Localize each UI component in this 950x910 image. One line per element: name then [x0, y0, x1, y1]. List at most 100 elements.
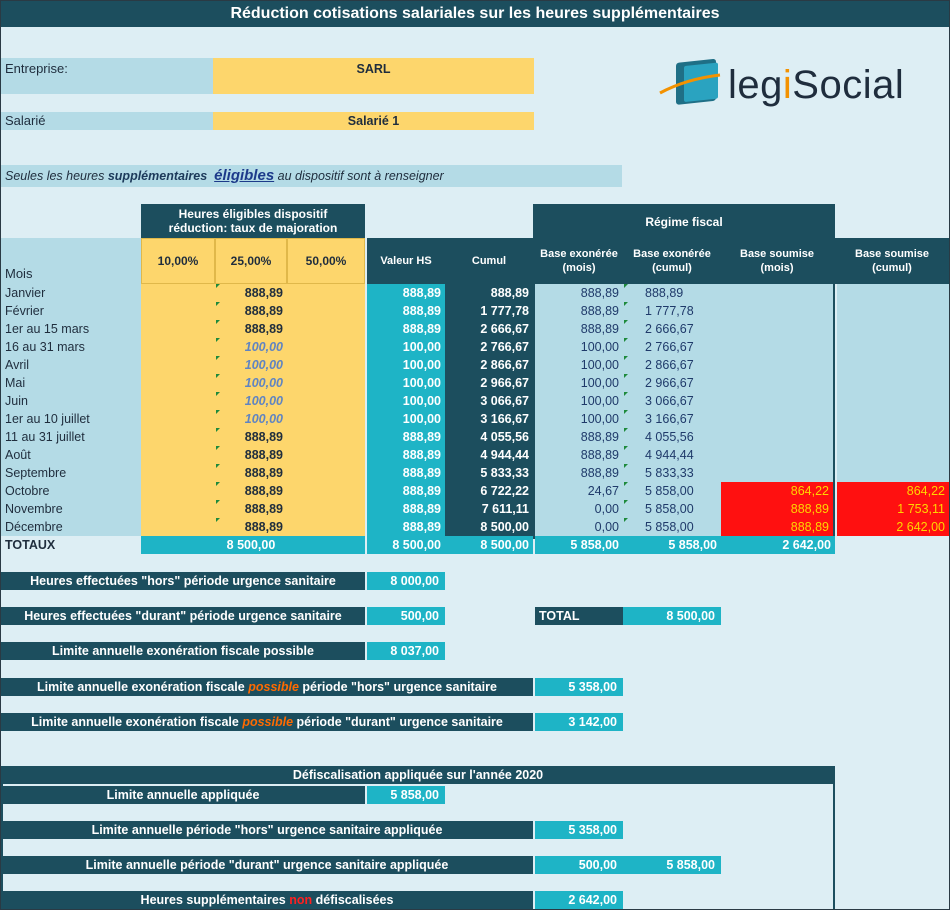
eligibles-header: Heures éligibles dispositif réduction: t… — [141, 204, 365, 238]
note-banner: Seules les heures supplémentaires éligib… — [1, 165, 622, 187]
regime-fiscal-header: Régime fiscal — [534, 205, 834, 238]
defisc-hors-value: 5 358,00 — [535, 821, 623, 839]
note-text-1: Seules les heures — [5, 169, 108, 183]
entreprise-label: Entreprise: — [1, 58, 213, 94]
totaux-heures: 8 500,00 — [141, 536, 365, 554]
eligibles-header-line1: Heures éligibles dispositif — [178, 207, 328, 221]
defisc-appliquee-value: 5 858,00 — [367, 786, 445, 804]
defisc-durant-value: 500,00 — [535, 856, 623, 874]
base-exo-cumul-cell: 2 766,67 — [623, 338, 721, 356]
cumul-cell: 4 055,56 — [445, 428, 533, 446]
exo-column-bg — [535, 284, 721, 536]
entreprise-value[interactable]: SARL — [213, 58, 534, 94]
valeur-hs-cell: 888,89 — [402, 466, 441, 480]
cumul-cell: 2 666,67 — [445, 320, 533, 338]
base-exo-cumul-cell: 2 666,67 — [623, 320, 721, 338]
mois-cell: Juin — [5, 394, 28, 408]
mois-cell: Août — [5, 448, 31, 462]
cumul-cell: 4 944,44 — [445, 446, 533, 464]
eligibles-header-line2: réduction: taux de majoration — [168, 221, 338, 235]
heures-25-cell[interactable]: 100,00 — [215, 338, 287, 356]
stat-limite-value: 8 037,00 — [367, 642, 445, 660]
cumul-cell: 7 611,11 — [445, 500, 533, 518]
cumul-cell: 3 166,67 — [445, 410, 533, 428]
base-exo-cumul-cell: 5 833,33 — [623, 464, 721, 482]
base-exo-mois-cell: 888,89 — [580, 286, 619, 300]
stat-limite-hors-part1: Limite annuelle exonération fiscale — [37, 680, 249, 694]
stat-limite-durant-part2: période "durant" urgence sanitaire — [293, 715, 503, 729]
base-exo-cumul-cell: 2 966,67 — [623, 374, 721, 392]
defisc-title: Défiscalisation appliquée sur l'année 20… — [1, 766, 835, 784]
logo-text: legiSocial — [728, 63, 904, 108]
heures-25-cell[interactable]: 888,89 — [215, 464, 287, 482]
base-exo-cumul-cell: 888,89 — [623, 284, 721, 302]
cumul-header: Cumul — [445, 238, 533, 284]
cumul-cell: 1 777,78 — [445, 302, 533, 320]
base-soum-mois-header-2: (mois) — [760, 262, 794, 274]
mois-cell: Avril — [5, 358, 30, 372]
heures-25-cell[interactable]: 888,89 — [215, 284, 287, 302]
cumul-cell: 5 833,33 — [445, 464, 533, 482]
heures-25-cell[interactable]: 888,89 — [215, 302, 287, 320]
heures-25-cell[interactable]: 888,89 — [215, 446, 287, 464]
mois-cell: 16 au 31 mars — [5, 340, 85, 354]
stat-limite-hors-value: 5 358,00 — [535, 678, 623, 696]
valeur-hs-cell: 100,00 — [402, 376, 441, 390]
base-exo-mois-cell: 888,89 — [580, 322, 619, 336]
mois-cell: Décembre — [5, 520, 63, 534]
stat-durant-label: Heures effectuées "durant" période urgen… — [1, 607, 365, 625]
defisc-appliquee-label: Limite annuelle appliquée — [1, 786, 365, 804]
defisc-non-part2: défiscalisées — [312, 893, 394, 907]
defisc-durant-label: Limite annuelle période "durant" urgence… — [1, 856, 533, 874]
note-text-4: au dispositif sont à renseigner — [274, 169, 444, 183]
data-table: Janvier 888,89 888,89 888,89 888,89 888,89 Fév… — [1, 284, 949, 536]
totaux-exo-mois: 5 858,00 — [535, 536, 623, 554]
base-exo-mois-cell: 0,00 — [594, 502, 619, 516]
totaux-label: TOTAUX — [1, 536, 141, 554]
heures-25-cell[interactable]: 888,89 — [215, 482, 287, 500]
salarie-value[interactable]: Salarié 1 — [213, 112, 534, 130]
valeur-hs-cell: 888,89 — [402, 502, 441, 516]
stat-hors-label: Heures effectuées "hors" période urgence… — [1, 572, 365, 590]
stat-total-value: 8 500,00 — [623, 607, 721, 625]
heures-column-bg — [141, 284, 365, 536]
note-text-eligibles: éligibles — [214, 167, 275, 184]
defisc-non-value: 2 642,00 — [535, 891, 623, 909]
base-exo-cumul-header-2: (cumul) — [652, 262, 692, 274]
cumul-cell: 6 722,22 — [445, 482, 533, 500]
base-exo-mois-cell: 100,00 — [580, 340, 619, 354]
base-exo-cumul-cell: 2 866,67 — [623, 356, 721, 374]
heures-25-cell[interactable]: 100,00 — [215, 374, 287, 392]
heures-25-cell[interactable]: 888,89 — [215, 428, 287, 446]
valeur-hs-cell: 100,00 — [402, 412, 441, 426]
base-exo-cumul-header-1: Base exonérée — [633, 248, 711, 260]
heures-25-cell[interactable]: 888,89 — [215, 518, 287, 536]
mois-cell: 1er au 10 juillet — [5, 412, 90, 426]
valeur-hs-cell: 888,89 — [402, 484, 441, 498]
base-exo-cumul-cell: 3 066,67 — [623, 392, 721, 410]
stat-total-label: TOTAL — [535, 607, 623, 625]
cumul-cell: 2 866,67 — [445, 356, 533, 374]
taux-10-header: 10,00% — [141, 238, 215, 284]
stat-limite-durant-possible: possible — [242, 715, 294, 729]
logo-prefix: leg — [728, 63, 783, 107]
heures-25-cell[interactable]: 888,89 — [215, 500, 287, 518]
stat-limite-durant-label: Limite annuelle exonération fiscale poss… — [1, 713, 533, 731]
stat-hors-value: 8 000,00 — [367, 572, 445, 590]
heures-25-cell[interactable]: 100,00 — [215, 392, 287, 410]
valeur-hs-cell: 100,00 — [402, 394, 441, 408]
base-soum-mois-cell: 888,89 — [721, 518, 833, 536]
cumul-cell: 2 966,67 — [445, 374, 533, 392]
base-soum-cumul-cell: 2 642,00 — [837, 518, 949, 536]
base-soum-cumul-header-1: Base soumise — [855, 248, 929, 260]
logo-suffix: Social — [792, 63, 905, 107]
heures-25-cell[interactable]: 100,00 — [215, 356, 287, 374]
base-soum-cumul-header-2: (cumul) — [872, 262, 912, 274]
base-exo-cumul-cell: 5 858,00 — [623, 482, 721, 500]
heures-25-cell[interactable]: 100,00 — [215, 410, 287, 428]
base-exo-mois-cell: 888,89 — [580, 430, 619, 444]
page-title: Réduction cotisations salariales sur les… — [1, 1, 949, 27]
valeur-hs-cell: 888,89 — [402, 448, 441, 462]
heures-25-cell[interactable]: 888,89 — [215, 320, 287, 338]
